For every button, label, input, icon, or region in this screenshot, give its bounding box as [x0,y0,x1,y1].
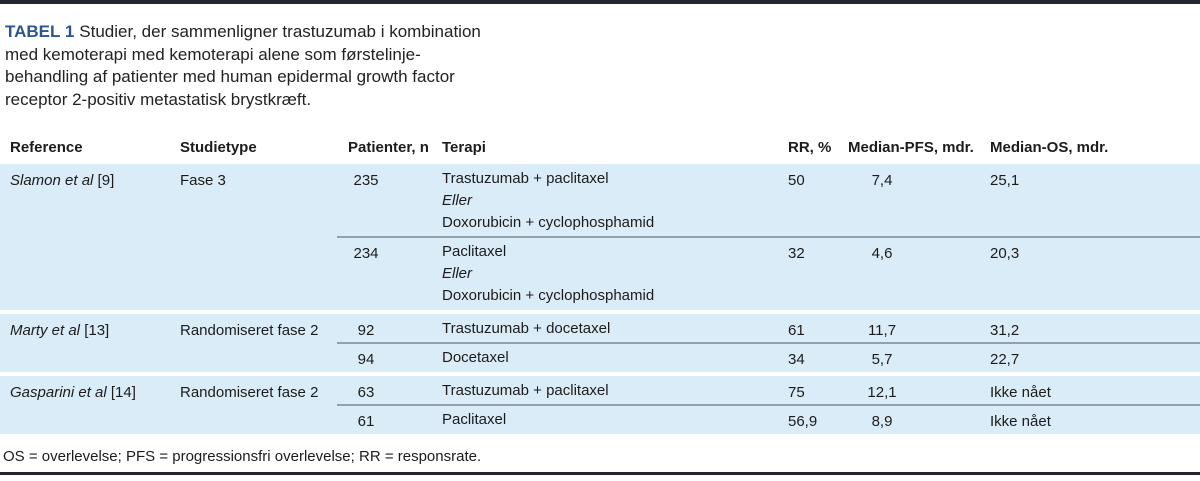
therapy-line: Doxorubicin + cyclophosphamid [442,214,655,231]
table-row: Paclitaxel Eller Doxorubicin + cyclophosph… [0,236,1200,310]
pfs-cell: 11,7 [867,322,897,339]
column-header-rr: RR, % [788,139,832,156]
pfs-cell: 12,1 [867,384,897,401]
table-group: Trastuzumab + docetaxel Marty et al [13] R… [0,314,1200,372]
table-body: Trastuzumab + paclitaxel Eller Doxorubicin… [0,164,1200,438]
column-header-studietype: Studietype [180,139,257,156]
therapy-line: Paclitaxel [442,243,507,260]
top-rule [0,0,1200,4]
row-divider [337,404,1200,406]
reference-authors: Gasparini et al [10,384,107,401]
table-group: Trastuzumab + paclitaxel Eller Doxorubicin… [0,164,1200,310]
pfs-cell: 5,7 [871,351,893,368]
reference-cell: Marty et al [13] [10,320,109,342]
therapy-cell: Trastuzumab + paclitaxel [442,380,782,402]
patients-cell: 92 [357,322,375,339]
table-row: Docetaxel 94 34 5,7 22,7 [0,342,1200,372]
patients-cell: 234 [353,245,379,262]
bottom-rule [0,472,1200,475]
therapy-line: Eller [442,265,473,282]
therapy-line: Paclitaxel [442,411,507,428]
reference-authors: Marty et al [10,322,81,339]
os-cell: 31,2 [990,322,1020,339]
table-row: Trastuzumab + paclitaxel Eller Doxorubicin… [0,164,1200,237]
studietype-cell: Fase 3 [180,172,226,189]
column-header-terapi: Terapi [442,139,486,156]
therapy-cell: Docetaxel [442,347,782,369]
row-divider [337,236,1200,238]
column-header-reference: Reference [10,139,83,156]
column-header-median-pfs: Median-PFS, mdr. [848,139,974,156]
patients-cell: 61 [357,413,375,430]
studietype-cell: Randomiseret fase 2 [180,384,319,401]
rr-cell: 75 [788,384,805,401]
rr-cell: 50 [788,172,805,189]
studietype-cell: Randomiseret fase 2 [180,322,319,339]
therapy-line: Doxorubicin + cyclophosphamid [442,287,655,304]
pfs-cell: 8,9 [871,413,893,430]
patients-cell: 63 [357,384,375,401]
column-header-median-os: Median-OS, mdr. [990,139,1109,156]
table-title-label: TABEL 1 [5,22,75,41]
rr-cell: 32 [788,245,805,262]
rr-cell: 56,9 [788,413,818,430]
table-group: Trastuzumab + paclitaxel Gasparini et al … [0,376,1200,434]
table-row: Paclitaxel 61 56,9 8,9 Ikke nået [0,404,1200,434]
therapy-cell: Paclitaxel Eller Doxorubicin + cyclophosph… [442,241,782,307]
table-footnote: OS = overlevelse; PFS = progressionsfri … [3,448,482,465]
patients-cell: 235 [353,172,379,189]
therapy-cell: Paclitaxel [442,409,782,431]
reference-cell: Gasparini et al [14] [10,382,136,404]
os-cell: 20,3 [990,245,1020,262]
patients-cell: 94 [357,351,375,368]
therapy-line: Trastuzumab + docetaxel [442,320,611,337]
therapy-line: Eller [442,192,473,209]
table-row: Trastuzumab + docetaxel Marty et al [13] R… [0,314,1200,343]
os-cell: Ikke nået [990,413,1051,430]
row-divider [337,342,1200,344]
column-header-patienter: Patienter, n [348,139,429,156]
reference-citation: [14] [106,384,136,401]
reference-citation: [9] [93,172,115,189]
rr-cell: 34 [788,351,805,368]
therapy-cell: Trastuzumab + paclitaxel Eller Doxorubicin… [442,168,782,234]
therapy-line: Trastuzumab + paclitaxel [442,382,609,399]
reference-authors: Slamon et al [10,172,94,189]
reference-citation: [13] [80,322,110,339]
therapy-line: Docetaxel [442,349,509,366]
table-header-row: Reference Studietype Patienter, n Terapi… [0,139,1200,164]
table-title-text: Studier, der sammenligner trastuzumab i … [5,22,481,109]
reference-cell: Slamon et al [9] [10,170,114,192]
table-row: Trastuzumab + paclitaxel Gasparini et al … [0,376,1200,405]
os-cell: Ikke nået [990,384,1051,401]
therapy-cell: Trastuzumab + docetaxel [442,318,782,340]
table-title: TABEL 1 Studier, der sammenligner trastuz… [5,21,645,111]
pfs-cell: 7,4 [871,172,893,189]
rr-cell: 61 [788,322,805,339]
os-cell: 25,1 [990,172,1020,189]
pfs-cell: 4,6 [871,245,893,262]
os-cell: 22,7 [990,351,1020,368]
therapy-line: Trastuzumab + paclitaxel [442,170,609,187]
